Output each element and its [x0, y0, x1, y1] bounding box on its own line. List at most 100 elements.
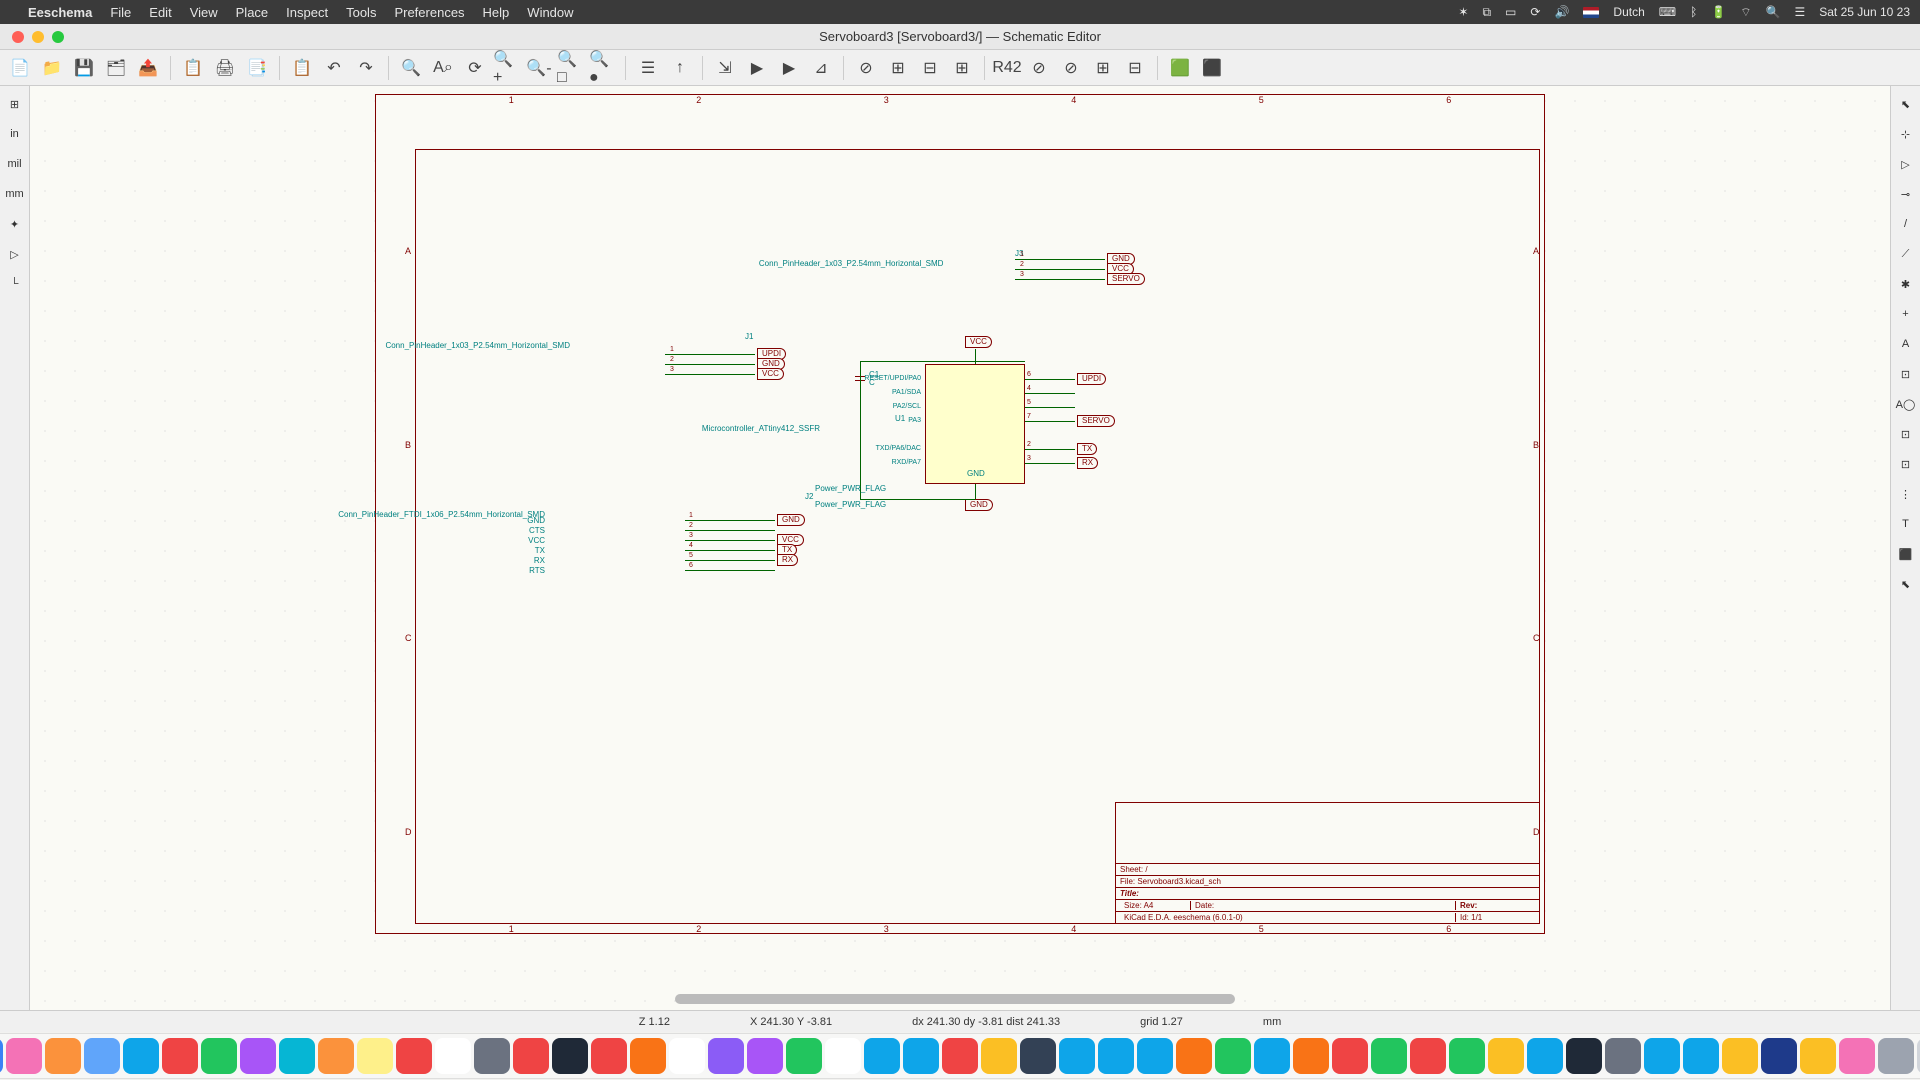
tool-button[interactable]: ⬉	[1894, 572, 1918, 596]
menu-inspect[interactable]: Inspect	[286, 5, 328, 20]
dock-app-icon[interactable]	[45, 1038, 81, 1074]
dock-app-icon[interactable]	[1722, 1038, 1758, 1074]
dock-app-icon[interactable]	[1644, 1038, 1680, 1074]
dock-app-icon[interactable]	[669, 1038, 705, 1074]
dock-app-icon[interactable]	[1137, 1038, 1173, 1074]
dock-app-icon[interactable]	[435, 1038, 471, 1074]
menu-place[interactable]: Place	[236, 5, 269, 20]
bluetooth-icon[interactable]: ᛒ	[1690, 5, 1697, 19]
status-icon[interactable]: ⟳	[1530, 5, 1540, 19]
toolbar-button[interactable]: 🗂	[102, 54, 130, 82]
dock-app-icon[interactable]	[201, 1038, 237, 1074]
keyboard-icon[interactable]: ⌨	[1659, 5, 1676, 19]
tool-button[interactable]: ▷	[1894, 152, 1918, 176]
canvas-area[interactable]: 112233445566AABBCCDD J3 Conn_PinHeader_1…	[30, 86, 1890, 1010]
dock-app-icon[interactable]	[396, 1038, 432, 1074]
dock-app-icon[interactable]	[942, 1038, 978, 1074]
dock-app-icon[interactable]	[708, 1038, 744, 1074]
tool-button[interactable]: A	[1894, 332, 1918, 356]
toolbar-button[interactable]: ↶	[320, 54, 348, 82]
toolbar-button[interactable]: ☰	[634, 54, 662, 82]
toolbar-button[interactable]: ↑	[666, 54, 694, 82]
menu-window[interactable]: Window	[527, 5, 573, 20]
dock-app-icon[interactable]	[1371, 1038, 1407, 1074]
tool-button[interactable]: ⊡	[1894, 422, 1918, 446]
tool-button[interactable]: ⬉	[1894, 92, 1918, 116]
menu-preferences[interactable]: Preferences	[394, 5, 464, 20]
status-icon[interactable]: ▭	[1505, 5, 1516, 19]
dock-app-icon[interactable]	[513, 1038, 549, 1074]
toolbar-button[interactable]: ⊞	[1089, 54, 1117, 82]
dock-app-icon[interactable]	[1020, 1038, 1056, 1074]
tool-button[interactable]: T	[1894, 512, 1918, 536]
tool-button[interactable]: mil	[3, 152, 27, 176]
dock-app-icon[interactable]	[1254, 1038, 1290, 1074]
control-center-icon[interactable]: ☰	[1794, 5, 1805, 19]
toolbar-button[interactable]: 🔍-	[525, 54, 553, 82]
toolbar-button[interactable]: ▶	[775, 54, 803, 82]
wifi-icon[interactable]: ⌔	[1740, 5, 1751, 20]
search-icon[interactable]: 🔍	[1766, 5, 1781, 19]
dock-app-icon[interactable]	[1878, 1038, 1914, 1074]
toolbar-button[interactable]: ⊘	[1057, 54, 1085, 82]
dock-app-icon[interactable]	[1566, 1038, 1602, 1074]
dock-app-icon[interactable]	[1332, 1038, 1368, 1074]
toolbar-button[interactable]: 🖨	[211, 54, 239, 82]
flag-icon[interactable]	[1583, 7, 1599, 18]
close-button[interactable]	[12, 31, 24, 43]
tool-button[interactable]: mm	[3, 182, 27, 206]
status-icon[interactable]: ⧉	[1482, 5, 1491, 20]
dock-app-icon[interactable]	[318, 1038, 354, 1074]
menu-edit[interactable]: Edit	[149, 5, 171, 20]
toolbar-button[interactable]: 📑	[243, 54, 271, 82]
app-name[interactable]: Eeschema	[28, 5, 92, 20]
dock-app-icon[interactable]	[825, 1038, 861, 1074]
dock-app-icon[interactable]	[279, 1038, 315, 1074]
dock-app-icon[interactable]	[240, 1038, 276, 1074]
dock-app-icon[interactable]	[630, 1038, 666, 1074]
dock-app-icon[interactable]	[552, 1038, 588, 1074]
dock-app-icon[interactable]	[981, 1038, 1017, 1074]
tool-button[interactable]: ⊡	[1894, 362, 1918, 386]
tool-button[interactable]: ⊹	[1894, 122, 1918, 146]
toolbar-button[interactable]: ⊘	[852, 54, 880, 82]
clock[interactable]: Sat 25 Jun 10 23	[1819, 5, 1910, 19]
toolbar-button[interactable]: ↷	[352, 54, 380, 82]
maximize-button[interactable]	[52, 31, 64, 43]
dock-app-icon[interactable]	[1488, 1038, 1524, 1074]
dock-app-icon[interactable]	[0, 1038, 3, 1074]
toolbar-button[interactable]: 📁	[38, 54, 66, 82]
dock-app-icon[interactable]	[474, 1038, 510, 1074]
toolbar-button[interactable]: 📤	[134, 54, 162, 82]
toolbar-button[interactable]: ⊟	[916, 54, 944, 82]
toolbar-button[interactable]: 🔍□	[557, 54, 585, 82]
dock-app-icon[interactable]	[591, 1038, 627, 1074]
dock-app-icon[interactable]	[1527, 1038, 1563, 1074]
dock-app-icon[interactable]	[786, 1038, 822, 1074]
dock-app-icon[interactable]	[1215, 1038, 1251, 1074]
menu-view[interactable]: View	[190, 5, 218, 20]
tool-button[interactable]: A◯	[1894, 392, 1918, 416]
dock-app-icon[interactable]	[1059, 1038, 1095, 1074]
dock-app-icon[interactable]	[1098, 1038, 1134, 1074]
tool-button[interactable]: ⊞	[3, 92, 27, 116]
volume-icon[interactable]: 🔊	[1554, 5, 1569, 19]
toolbar-button[interactable]: A⌕	[429, 54, 457, 82]
tool-button[interactable]: ✦	[3, 212, 27, 236]
tool-button[interactable]: ⊸	[1894, 182, 1918, 206]
tool-button[interactable]: ⊡	[1894, 452, 1918, 476]
tool-button[interactable]: ⋮	[1894, 482, 1918, 506]
dock-app-icon[interactable]	[1683, 1038, 1719, 1074]
toolbar-button[interactable]: ⊞	[884, 54, 912, 82]
dock-app-icon[interactable]	[1449, 1038, 1485, 1074]
dock-app-icon[interactable]	[1839, 1038, 1875, 1074]
toolbar-button[interactable]: 📄	[6, 54, 34, 82]
toolbar-button[interactable]: R42	[993, 54, 1021, 82]
toolbar-button[interactable]: ▶	[743, 54, 771, 82]
toolbar-button[interactable]: ⟳	[461, 54, 489, 82]
status-icon[interactable]: ✶	[1458, 5, 1468, 19]
dock-app-icon[interactable]	[1800, 1038, 1836, 1074]
dock-app-icon[interactable]	[747, 1038, 783, 1074]
dock-app-icon[interactable]	[1176, 1038, 1212, 1074]
toolbar-button[interactable]: ⊞	[948, 54, 976, 82]
